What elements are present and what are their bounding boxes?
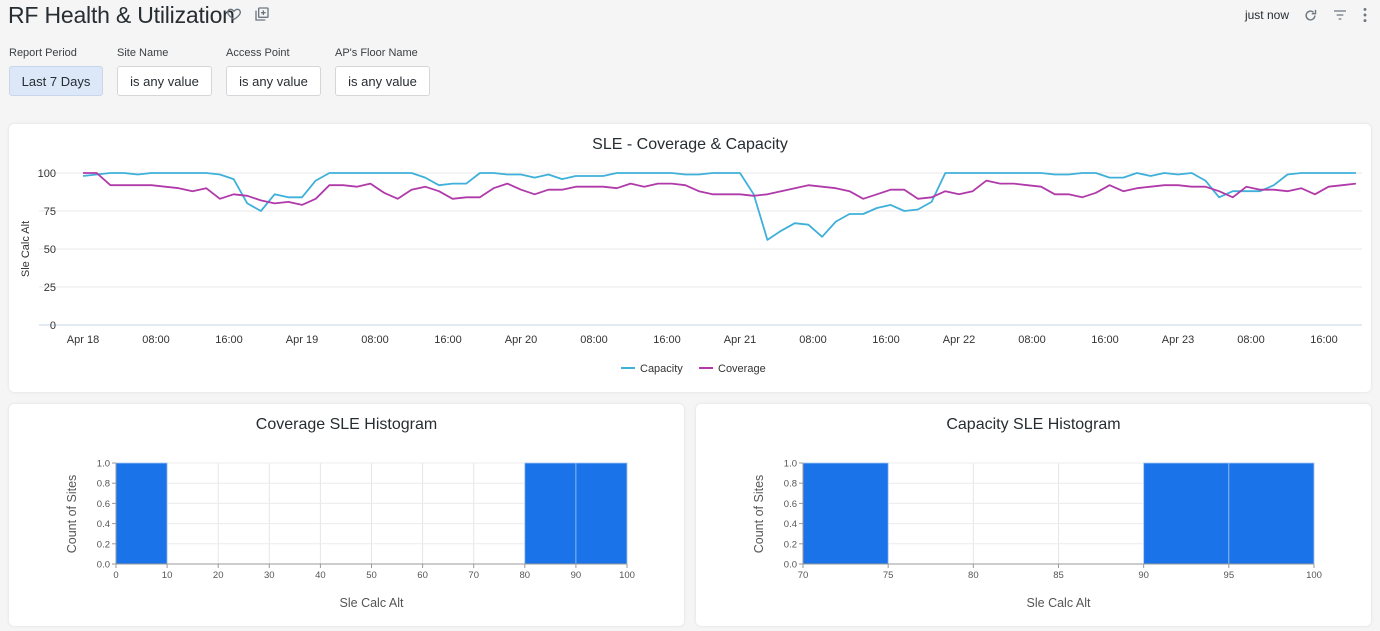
x-tick-label: 10 [162, 570, 173, 581]
x-tick-label: 100 [1306, 570, 1322, 581]
site-name-button[interactable]: is any value [117, 66, 212, 96]
y-tick-label: 0.8 [97, 479, 110, 490]
x-tick-label: 08:00 [361, 334, 389, 346]
y-tick-label: 1.0 [97, 459, 110, 470]
x-tick-label: 100 [619, 570, 635, 581]
filter-report-period: Report Period Last 7 Days [9, 47, 103, 96]
y-tick-label: 0.2 [784, 539, 797, 550]
x-tick-label: 70 [468, 570, 479, 581]
report-period-button[interactable]: Last 7 Days [9, 66, 103, 96]
add-to-board-icon[interactable] [254, 6, 270, 22]
x-tick-label: 08:00 [1018, 334, 1046, 346]
chart-title: Coverage SLE Histogram [255, 416, 438, 433]
legend-label: Coverage [718, 363, 766, 375]
histogram-bar [575, 462, 628, 565]
x-tick-label: 75 [883, 570, 894, 581]
x-tick-label: 08:00 [1237, 334, 1265, 346]
x-tick-label: 08:00 [142, 334, 170, 346]
histogram-bar [1228, 462, 1315, 565]
x-tick-label: 08:00 [799, 334, 827, 346]
filter-label: Site Name [117, 47, 169, 59]
y-tick-label: 0.4 [97, 519, 110, 530]
x-tick-label: Apr 18 [67, 334, 99, 346]
refresh-icon[interactable] [1303, 8, 1318, 23]
series-line-coverage [83, 172, 1357, 206]
chart-title: Capacity SLE Histogram [946, 416, 1121, 433]
x-tick-label: 08:00 [580, 334, 608, 346]
x-tick-label: 80 [520, 570, 531, 581]
x-tick-label: Apr 19 [286, 334, 318, 346]
coverage-histogram-card: Coverage SLE Histogram 0 10 20 30 40 50 60 70 80… [9, 404, 684, 626]
filter-icon[interactable] [1332, 8, 1348, 22]
y-axis-label: Sle Calc Alt [20, 221, 32, 277]
x-tick-label: 30 [264, 570, 275, 581]
x-axis-label: Sle Calc Alt [1027, 596, 1091, 610]
x-tick-label: 85 [1053, 570, 1064, 581]
y-tick-label: 0.6 [97, 499, 110, 510]
x-tick-label: Apr 21 [724, 334, 756, 346]
x-tick-label: 70 [798, 570, 809, 581]
y-axis-label: Count of Sites [65, 475, 79, 554]
x-tick-label: 50 [366, 570, 377, 581]
y-tick-label: 0 [50, 320, 56, 332]
y-tick-label: 0.2 [97, 539, 110, 550]
histogram-bar [524, 462, 577, 565]
x-tick-label: Apr 20 [505, 334, 537, 346]
sle-line-chart-card: SLE - Coverage & Capacity 0 25 50 75 100 Apr … [9, 124, 1371, 392]
legend-label: Capacity [640, 363, 683, 375]
x-tick-label: 16:00 [872, 334, 900, 346]
access-point-button[interactable]: is any value [226, 66, 321, 96]
histogram-bar [1143, 462, 1230, 565]
x-tick-label: 16:00 [1091, 334, 1119, 346]
x-tick-label: 0 [113, 570, 118, 581]
x-axis-label: Sle Calc Alt [340, 596, 404, 610]
dashboard-header: RF Health & Utilization just now Report … [0, 0, 1380, 110]
y-tick-label: 25 [44, 282, 56, 294]
last-updated-text: just now [1244, 8, 1289, 22]
y-tick-label: 0.0 [784, 560, 797, 571]
x-tick-label: Apr 23 [1162, 334, 1194, 346]
histogram-bar [115, 462, 168, 565]
histogram-bar [802, 462, 889, 565]
y-tick-label: 1.0 [784, 459, 797, 470]
filter-site-name: Site Name is any value [117, 47, 212, 96]
x-tick-label: 16:00 [653, 334, 681, 346]
y-tick-label: 0.4 [784, 519, 797, 530]
capacity-histogram-card: Capacity SLE Histogram 70 75 80 85 90 95 100 0.… [696, 404, 1371, 626]
more-vertical-icon[interactable] [1362, 7, 1368, 23]
y-axis-label: Count of Sites [752, 475, 766, 554]
heart-outline-icon[interactable] [226, 6, 242, 22]
x-tick-label: 20 [213, 570, 224, 581]
x-tick-label: Apr 22 [943, 334, 975, 346]
x-tick-label: 16:00 [1310, 334, 1338, 346]
chart-title: SLE - Coverage & Capacity [592, 136, 788, 153]
filter-label: Access Point [226, 47, 290, 59]
x-tick-label: 40 [315, 570, 326, 581]
line-chart: 0 25 50 75 100 Apr 18 08:00 16:00 Apr 19 08:00 16:… [20, 168, 1362, 375]
y-tick-label: 0.6 [784, 499, 797, 510]
x-tick-label: 16:00 [215, 334, 243, 346]
y-tick-label: 0.0 [97, 560, 110, 571]
y-tick-label: 0.8 [784, 479, 797, 490]
x-tick-label: 95 [1224, 570, 1235, 581]
x-tick-label: 90 [571, 570, 582, 581]
coverage-histogram: 0 10 20 30 40 50 60 70 80 90 100 0.0 0.2 0.4 0.6 0.8 1.0… [65, 459, 635, 611]
filter-access-point: Access Point is any value [226, 47, 321, 96]
y-tick-label: 50 [44, 244, 56, 256]
filter-label: Report Period [9, 47, 77, 59]
capacity-histogram: 70 75 80 85 90 95 100 0.0 0.2 0.4 0.6 0.8 1.0 Sle Cal… [752, 459, 1322, 611]
filter-floor-name: AP's Floor Name is any value [335, 47, 430, 96]
dashboard-title: RF Health & Utilization [8, 2, 235, 28]
x-tick-label: 16:00 [434, 334, 462, 346]
floor-name-button[interactable]: is any value [335, 66, 430, 96]
x-tick-label: 60 [417, 570, 428, 581]
x-tick-label: 90 [1138, 570, 1149, 581]
y-tick-label: 100 [38, 168, 56, 180]
filter-label: AP's Floor Name [335, 47, 418, 59]
series-line-capacity [82, 172, 1356, 241]
x-tick-label: 80 [968, 570, 979, 581]
y-tick-label: 75 [44, 206, 56, 218]
